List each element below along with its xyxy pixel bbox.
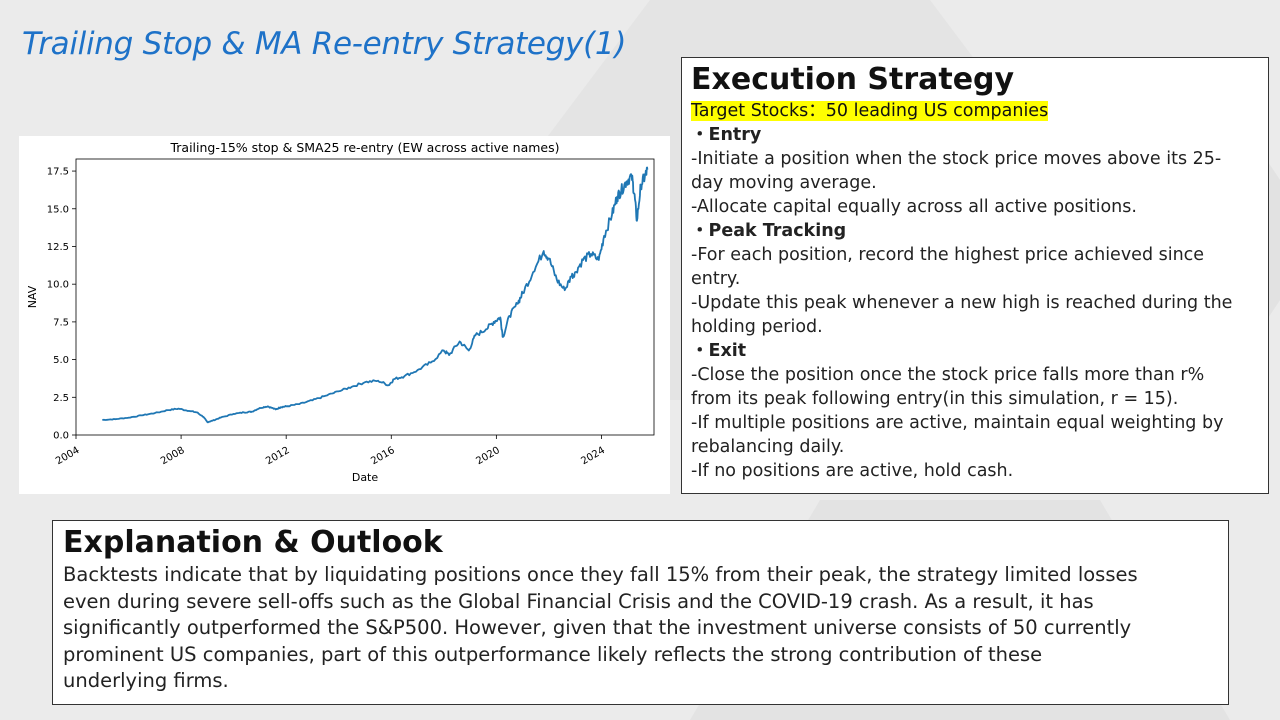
nav-series-line [102,166,649,424]
exit-line: -Close the position once the stock price… [691,365,1205,385]
chart-title: Trailing-15% stop & SMA25 re-entry (EW a… [169,140,559,155]
execution-heading: Execution Strategy [691,62,1015,97]
y-axis-label: NAV [26,285,39,308]
y-tick-label: 5.0 [53,355,69,366]
peak-line: entry. [691,269,741,289]
y-tick-label: 7.5 [53,317,69,328]
y-tick-label: 0.0 [53,431,69,442]
target-stocks-highlight: Target Stocks：50 leading US companies [691,101,1049,121]
plot-frame [75,158,655,436]
x-tick-label: 2024 [579,445,607,467]
peak-section-title: ・Peak Tracking [691,221,847,241]
y-tick-label: 10.0 [47,280,69,291]
x-tick-label: 2020 [474,445,502,467]
x-tick-label: 2016 [369,445,397,467]
exit-section-title: ・Exit [691,341,747,361]
execution-strategy-box: Execution Strategy Target Stocks：50 lead… [681,57,1269,494]
chart-svg: Trailing-15% stop & SMA25 re-entry (EW a… [26,140,655,484]
exit-line: -If multiple positions are active, maint… [691,413,1224,433]
x-tick-label: 2012 [264,445,292,467]
outlook-line: underlying firms. [63,669,229,692]
outlook-line: prominent US companies, part of this out… [63,642,1043,666]
outlook-line: Backtests indicate that by liquidating p… [63,563,1138,586]
peak-line: -Update this peak whenever a new high is… [691,293,1233,313]
x-axis-label: Date [352,471,379,484]
entry-section-title: ・Entry [691,125,762,145]
exit-line: -If no positions are active, hold cash. [691,461,1014,481]
exit-line: rebalancing daily. [691,437,845,457]
y-tick-label: 2.5 [53,393,69,404]
nav-line-chart: Trailing-15% stop & SMA25 re-entry (EW a… [19,136,670,494]
outlook-line: even during severe sell-offs such as the… [63,589,1094,613]
peak-line: -For each position, record the highest p… [691,245,1205,265]
x-tick-label: 2004 [54,445,82,467]
entry-line: -Initiate a position when the stock pric… [691,149,1222,169]
y-tick-label: 17.5 [47,167,69,178]
slide-title: Trailing Stop & MA Re-entry Strategy(1) [22,26,627,62]
outlook-heading: Explanation & Outlook [63,525,443,560]
peak-line: holding period. [691,317,823,337]
x-tick-label: 2008 [159,445,187,467]
explanation-outlook-box: Explanation & Outlook Backtests indicate… [52,520,1229,705]
exit-line: from its peak following entry(in this si… [691,389,1179,409]
y-tick-label: 15.0 [47,204,69,215]
entry-line: -Allocate capital equally across all act… [691,197,1137,217]
outlook-line: significantly outperformed the S&P500. H… [63,616,1132,639]
entry-line: day moving average. [691,173,877,193]
y-tick-label: 12.5 [47,242,69,253]
